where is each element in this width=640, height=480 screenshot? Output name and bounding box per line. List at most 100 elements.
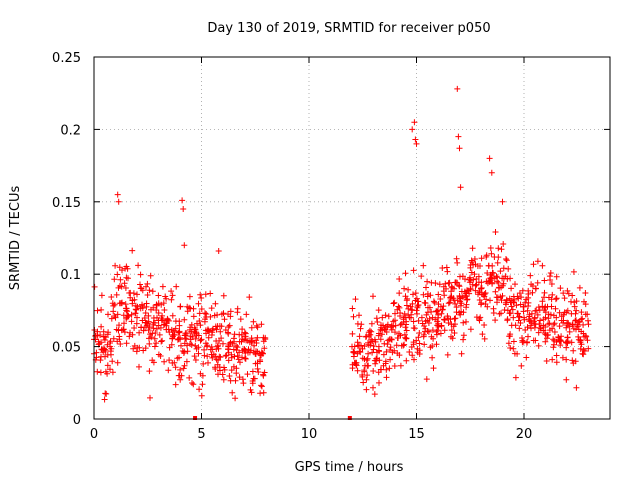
y-tick-label: 0.05 — [52, 341, 81, 356]
data-point — [580, 346, 587, 353]
data-point — [132, 310, 139, 317]
data-point — [564, 307, 571, 314]
data-point — [444, 351, 451, 358]
data-point — [98, 292, 105, 299]
data-point — [535, 304, 542, 311]
data-point — [390, 323, 397, 330]
data-point — [418, 273, 425, 280]
data-point — [351, 343, 358, 350]
data-point — [147, 394, 153, 401]
data-point — [564, 287, 571, 294]
data-point — [360, 379, 367, 386]
data-point — [151, 335, 158, 342]
data-point — [220, 310, 227, 317]
data-point — [531, 324, 538, 331]
data-point — [460, 309, 467, 316]
data-point — [217, 328, 224, 335]
data-point — [234, 309, 241, 316]
data-point — [143, 303, 150, 310]
data-point — [571, 303, 578, 310]
data-point-outlier — [179, 197, 186, 204]
data-point — [396, 276, 403, 282]
data-point — [458, 350, 465, 357]
data-point — [577, 339, 584, 346]
data-point — [403, 327, 410, 334]
data-point — [123, 340, 130, 347]
data-point — [114, 338, 121, 345]
data-point — [430, 335, 437, 342]
data-point-outlier — [114, 191, 121, 198]
data-point — [581, 348, 588, 354]
y-tick-label: 0.25 — [52, 51, 81, 66]
data-point — [183, 330, 190, 337]
data-point — [572, 317, 579, 324]
data-point — [510, 338, 517, 345]
data-point — [356, 312, 362, 319]
data-point — [139, 287, 146, 294]
data-point — [403, 302, 410, 309]
data-point — [101, 337, 108, 343]
plot-frame — [93, 56, 611, 420]
data-point — [117, 276, 124, 283]
data-point — [573, 307, 580, 314]
data-point — [243, 337, 250, 344]
x-tick-label: 20 — [516, 427, 533, 442]
data-point — [564, 334, 571, 341]
data-point — [535, 342, 542, 349]
data-point — [198, 295, 205, 301]
data-point — [560, 317, 567, 324]
data-point — [202, 291, 209, 298]
data-point — [145, 318, 152, 325]
data-point — [146, 335, 152, 342]
data-point — [189, 333, 196, 340]
data-point — [498, 246, 505, 253]
data-point — [146, 287, 153, 294]
data-point — [573, 384, 580, 391]
data-point — [230, 346, 237, 353]
data-point — [418, 314, 425, 321]
data-point — [420, 291, 427, 298]
data-point — [446, 279, 453, 286]
data-point — [533, 285, 539, 292]
data-point — [370, 343, 377, 349]
data-point — [226, 322, 233, 329]
data-point — [549, 356, 556, 363]
data-point — [368, 320, 375, 327]
data-point — [377, 336, 384, 343]
data-point — [155, 310, 162, 316]
data-point — [494, 259, 501, 266]
data-point — [155, 300, 162, 307]
data-point — [585, 345, 592, 352]
data-point — [575, 319, 582, 326]
data-point — [228, 367, 235, 374]
data-point — [172, 364, 179, 371]
data-point — [124, 308, 131, 315]
data-point — [363, 376, 370, 383]
data-point — [121, 280, 128, 287]
data-point — [397, 332, 404, 339]
data-point — [376, 348, 383, 355]
chart-title: Day 130 of 2019, SRMTID for receiver p05… — [207, 21, 490, 36]
data-point — [205, 334, 212, 341]
zero-marker — [347, 416, 352, 420]
data-point — [258, 382, 265, 389]
data-point — [518, 294, 525, 301]
data-point — [420, 333, 427, 340]
data-point — [489, 269, 496, 276]
data-point — [525, 287, 532, 294]
data-point — [227, 308, 234, 315]
data-point — [186, 374, 193, 381]
data-point — [195, 300, 202, 307]
data-point — [157, 324, 164, 331]
data-point — [573, 298, 580, 305]
data-point — [136, 363, 142, 370]
data-point — [376, 379, 382, 386]
data-point — [498, 297, 505, 304]
data-point — [382, 312, 389, 319]
data-point — [424, 293, 431, 300]
data-point — [159, 283, 166, 290]
data-point-outlier — [457, 184, 464, 191]
data-point — [134, 303, 141, 310]
data-point — [408, 306, 415, 313]
data-point — [478, 300, 485, 306]
